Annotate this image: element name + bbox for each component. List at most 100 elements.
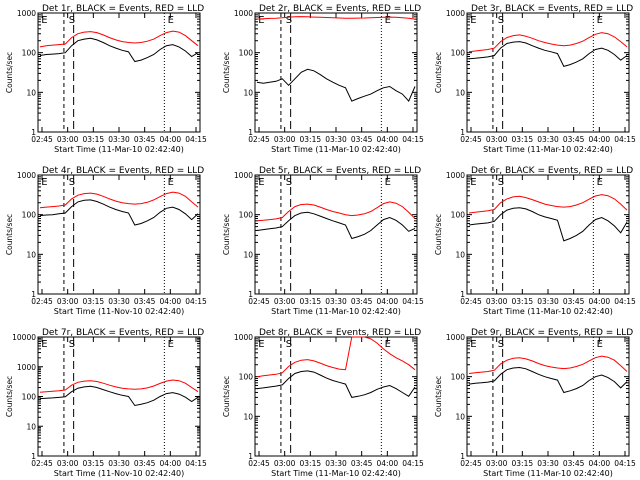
x-tick-label: 04:15 [614,459,636,468]
event-marker-label: E [168,177,174,188]
y-tick-label: 10 [243,412,253,421]
x-axis-label: Start Time (11-Mar-10 02:42:40) [483,145,613,154]
events-series-line [256,370,416,398]
lld-series-line [39,30,199,48]
y-tick-label: 1000 [17,171,36,180]
chart-panel-3: Det 3r, BLACK = Events, RED = LLD 1 10 100 1… [434,4,636,154]
y-tick-label: 1000 [17,9,36,18]
chart-panel-1: Det 1r, BLACK = Events, RED = LLD 1 10 100 1… [5,4,207,154]
y-axis-label: Counts/sec [434,214,443,255]
x-tick-label: 03:30 [108,135,130,144]
y-tick-label: 10 [243,250,253,259]
x-tick-label: 04:00 [589,297,611,306]
x-tick-label: 04:00 [377,297,399,306]
y-tick-label: 10 [26,422,36,431]
chart-panel-7: Det 7r, BLACK = Events, RED = LLD 1 10 100 1… [5,328,207,478]
event-marker-label: E [41,15,47,26]
x-tick-label: 04:00 [160,135,182,144]
lld-series-line [39,191,199,209]
x-tick-label: 03:30 [325,135,347,144]
x-tick-label: 04:00 [589,135,611,144]
event-marker-label: E [385,177,391,188]
x-tick-label: 02:45 [31,459,53,468]
y-tick-label: 1000 [234,333,253,342]
y-tick-label: 100 [451,211,466,220]
y-tick-label: 1000 [446,9,465,18]
event-marker-label: E [258,15,264,26]
x-tick-label: 03:15 [512,135,534,144]
y-tick-label: 100 [451,373,466,382]
x-tick-label: 03:30 [325,459,347,468]
x-tick-label: 02:45 [460,135,482,144]
x-tick-label: 03:45 [134,459,156,468]
y-axis-label: Counts/sec [434,52,443,93]
y-tick-label: 1000 [446,171,465,180]
y-tick-label: 1 [248,128,253,137]
event-marker-label: E [470,15,476,26]
panel-title: Det 5r, BLACK = Events, RED = LLD [259,166,421,176]
y-tick-label: 100 [239,49,254,58]
chart-panel-5: Det 5r, BLACK = Events, RED = LLD 1 10 100 1… [222,166,424,316]
lld-series-line [256,16,416,20]
event-marker-label: S [69,177,75,188]
y-tick-label: 1 [460,452,465,461]
x-tick-label: 04:00 [160,459,182,468]
event-marker-label: E [597,15,603,26]
plot-frame [254,336,418,457]
event-marker-label: E [385,339,391,350]
y-tick-label: 10 [26,88,36,97]
events-series-line [468,41,628,67]
event-marker-label: S [286,339,292,350]
y-tick-label: 1 [248,290,253,299]
event-marker-label: S [69,339,75,350]
x-tick-label: 03:30 [108,459,130,468]
x-axis-label: Start Time (11-Mar-10 02:42:40) [271,145,401,154]
y-tick-label: 1000 [446,333,465,342]
x-tick-label: 03:00 [57,459,79,468]
event-marker-label: S [498,177,504,188]
x-axis-label: Start Time (11-Mar-10 02:42:40) [54,145,184,154]
chart-panel-8: Det 8r, BLACK = Events, RED = LLD 1 10 100 1… [222,328,424,478]
x-tick-label: 03:45 [563,459,585,468]
y-axis-label: Counts/sec [222,376,231,417]
y-tick-label: 100 [22,211,37,220]
x-tick-label: 04:15 [402,297,424,306]
lld-series-line [256,201,416,222]
x-axis-label: Start Time (11-Mar-10 02:42:40) [483,469,613,478]
x-tick-label: 04:15 [185,459,207,468]
x-axis-label: Start Time (11-Nov-10 02:42:40) [54,307,184,316]
x-tick-label: 03:45 [563,135,585,144]
y-tick-label: 10 [243,88,253,97]
x-tick-label: 02:45 [248,135,270,144]
x-tick-label: 03:00 [274,459,296,468]
x-tick-label: 04:00 [377,459,399,468]
x-tick-label: 04:00 [377,135,399,144]
x-tick-label: 02:45 [248,297,270,306]
x-tick-label: 03:15 [83,135,105,144]
event-marker-label: E [597,177,603,188]
chart-panel-2: Det 2r, BLACK = Events, RED = LLD 1 10 100 1… [222,4,424,154]
y-tick-label: 1 [31,290,36,299]
y-tick-label: 10 [455,250,465,259]
events-series-line [39,385,199,407]
plot-frame [254,174,418,295]
x-axis-label: Start Time (11-Nov-10 02:42:40) [54,469,184,478]
y-tick-label: 100 [22,393,37,402]
y-tick-label: 1000 [17,363,36,372]
x-tick-label: 04:15 [185,135,207,144]
x-tick-label: 02:45 [31,135,53,144]
plot-frame [37,336,201,457]
event-marker-label: S [286,177,292,188]
x-tick-label: 03:15 [300,297,322,306]
events-series-line [256,68,416,103]
x-tick-label: 03:30 [537,459,559,468]
x-axis-label: Start Time (11-Mar-10 02:42:40) [271,469,401,478]
x-tick-label: 04:15 [614,297,636,306]
event-marker-label: E [168,339,174,350]
x-tick-label: 02:45 [31,297,53,306]
x-tick-label: 03:45 [351,297,373,306]
y-axis-label: Counts/sec [5,376,14,417]
event-marker-label: S [498,339,504,350]
y-tick-label: 10 [455,88,465,97]
y-tick-label: 100 [451,49,466,58]
